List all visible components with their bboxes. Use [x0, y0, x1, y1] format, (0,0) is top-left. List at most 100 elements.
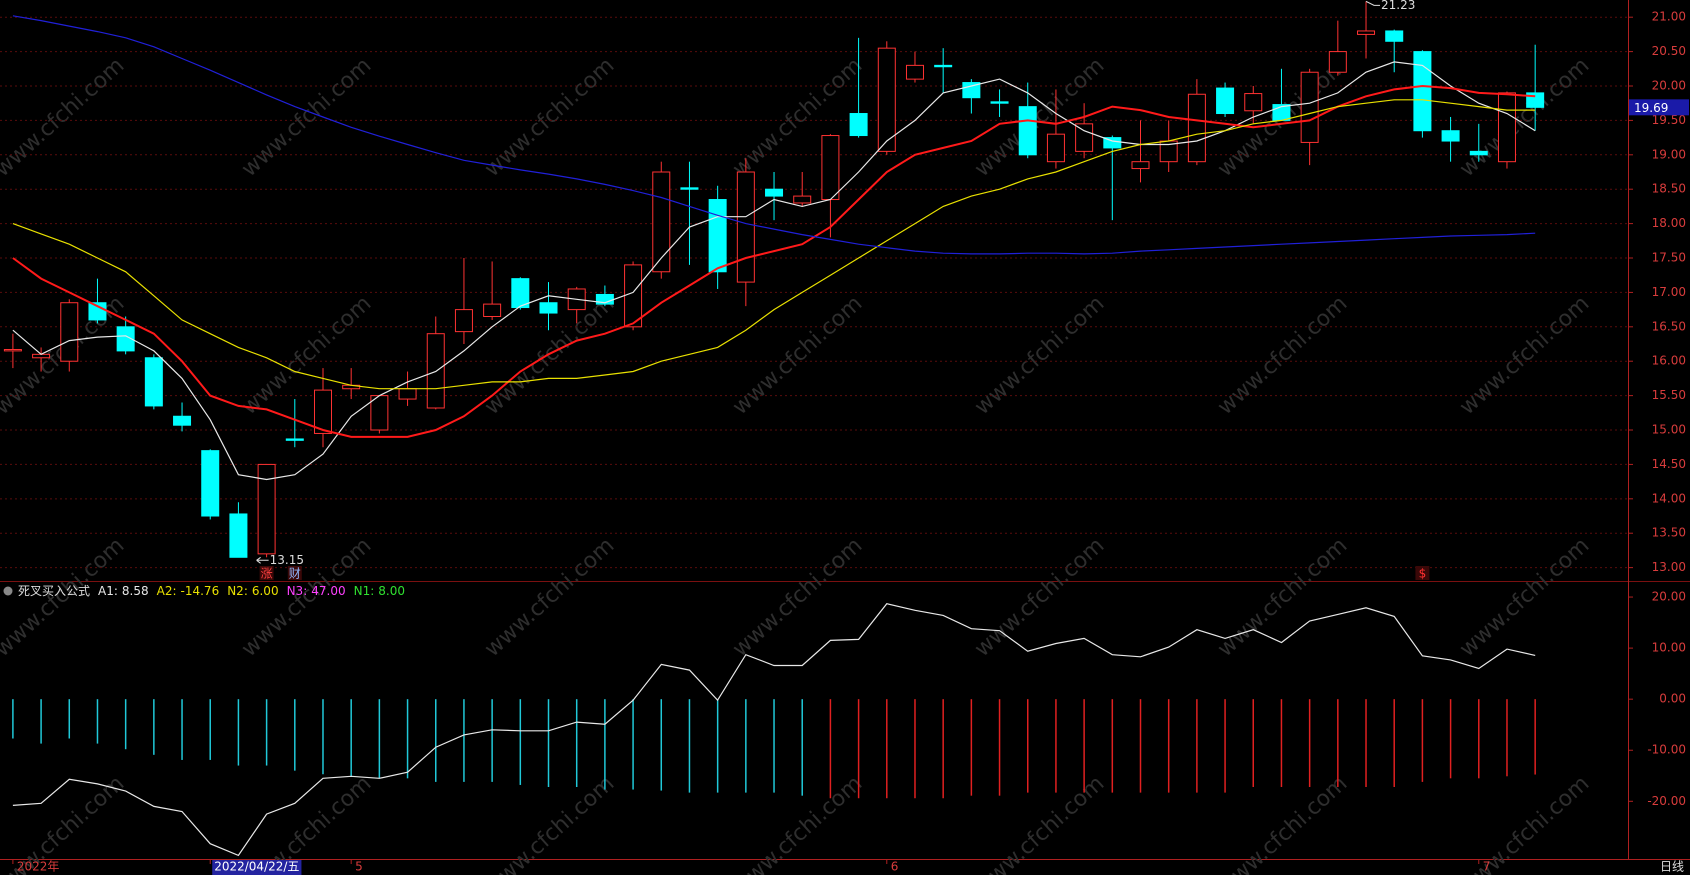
y-tick-label: 14.50: [1652, 457, 1686, 471]
high-arrow: [1365, 0, 1381, 6]
y-tick-label: 15.00: [1652, 423, 1686, 437]
indicator-param-name: N3:: [287, 584, 308, 598]
y-tick-label: 20.00: [1652, 590, 1686, 604]
y-tick-label: 16.50: [1652, 319, 1686, 333]
candle-body: [1216, 87, 1235, 115]
y-tick-label: 18.00: [1652, 216, 1686, 230]
candle-body: [511, 278, 530, 309]
candle-body: [483, 303, 502, 317]
candle-body: [821, 135, 840, 201]
y-tick-label: 19.50: [1652, 113, 1686, 127]
y-tick-label: -10.00: [1647, 743, 1686, 757]
candle-body: [1469, 150, 1488, 156]
x-tick-label: 5: [355, 860, 363, 874]
candle-body: [962, 82, 981, 99]
moving-average: [12, 61, 1536, 481]
indicator-param-value: 47.00: [311, 584, 345, 598]
event-marker: 财: [289, 567, 301, 581]
indicator-header: 死叉买入公式 A1: 8.58 A2: -14.76 N2: 6.00 N3: 47.00 N1:…: [18, 584, 405, 598]
y-tick-label: 14.00: [1652, 491, 1686, 505]
candle-body: [765, 188, 784, 197]
moving-average: [12, 84, 1536, 438]
y-tick-label: -20.00: [1647, 794, 1686, 808]
candle-body: [370, 395, 389, 431]
candle-body: [1075, 123, 1094, 152]
candle-body: [144, 357, 163, 407]
y-tick-label: 0.00: [1659, 692, 1686, 706]
last-price-label: 19.69: [1634, 101, 1668, 115]
high-label: 21.23: [1381, 0, 1415, 12]
indicator-param-name: A2:: [157, 584, 177, 598]
x-tick-label: 6: [891, 860, 899, 874]
candle-body: [877, 47, 896, 152]
candle-body: [398, 388, 417, 400]
candle-body: [313, 389, 332, 434]
last-price-box: [1629, 99, 1689, 116]
candle-body: [1046, 133, 1065, 163]
low-arrow: [256, 556, 269, 564]
candle-body: [1103, 137, 1122, 149]
candle-body: [285, 438, 304, 441]
candle-body: [1131, 161, 1150, 170]
x-tick-label: 7: [1483, 860, 1491, 874]
candle-body: [1187, 93, 1206, 163]
candle-body: [793, 195, 812, 204]
indicator-param-value: -14.76: [181, 584, 220, 598]
x-tick-label: 2022年: [17, 860, 60, 874]
indicator-param-value: 8.00: [378, 584, 405, 598]
candle-body: [116, 326, 135, 352]
candle-body: [3, 349, 22, 352]
y-tick-label: 19.00: [1652, 147, 1686, 161]
candle-body: [173, 415, 192, 426]
candle-body: [652, 171, 671, 273]
candle-body: [1300, 71, 1319, 143]
candle-body: [736, 171, 755, 283]
candle-body: [1357, 30, 1376, 35]
indicator-line: [12, 603, 1536, 857]
period-label: 日线: [1660, 860, 1684, 874]
candle-body: [990, 101, 1009, 104]
y-tick-label: 20.50: [1652, 44, 1686, 58]
candle-body: [539, 302, 558, 314]
y-tick-label: 10.00: [1652, 641, 1686, 655]
candle-body: [229, 513, 248, 558]
indicator-name: 死叉买入公式: [18, 584, 90, 598]
candle-body: [1413, 51, 1432, 132]
y-tick-label: 13.00: [1652, 560, 1686, 574]
candle-body: [257, 463, 276, 555]
indicator-param-name: N1:: [354, 584, 375, 598]
indicator-param-value: 6.00: [252, 584, 279, 598]
candle-body: [624, 264, 643, 328]
indicator-param-name: N2:: [227, 584, 248, 598]
event-marker: 涨: [261, 566, 273, 581]
candle-body: [1441, 130, 1460, 142]
candle-body: [1328, 51, 1347, 73]
event-box: [259, 566, 274, 580]
cursor-date-box: [212, 860, 302, 875]
candle-body: [1385, 30, 1404, 42]
candle-body: [905, 64, 924, 80]
indicator-param-name: A1:: [98, 584, 118, 598]
y-tick-label: 16.00: [1652, 354, 1686, 368]
candle-body: [680, 187, 699, 190]
candle-body: [454, 309, 473, 333]
moving-average: [12, 99, 1536, 390]
candle-body: [60, 302, 79, 362]
candle-body: [201, 450, 220, 517]
event-box: [1415, 566, 1430, 580]
candle-body: [708, 199, 727, 273]
candle-body: [1018, 106, 1037, 156]
y-tick-label: 17.50: [1652, 251, 1686, 265]
indicator-icon[interactable]: [3, 586, 13, 596]
indicator-param-value: 8.58: [122, 584, 149, 598]
event-box: [287, 566, 302, 580]
x-tick-label: 2022/04/22/五: [214, 860, 299, 874]
y-tick-label: 17.00: [1652, 285, 1686, 299]
candle-body: [934, 64, 953, 68]
candle-body: [1497, 92, 1516, 163]
candle-body: [1244, 93, 1263, 112]
y-tick-label: 20.00: [1652, 79, 1686, 93]
